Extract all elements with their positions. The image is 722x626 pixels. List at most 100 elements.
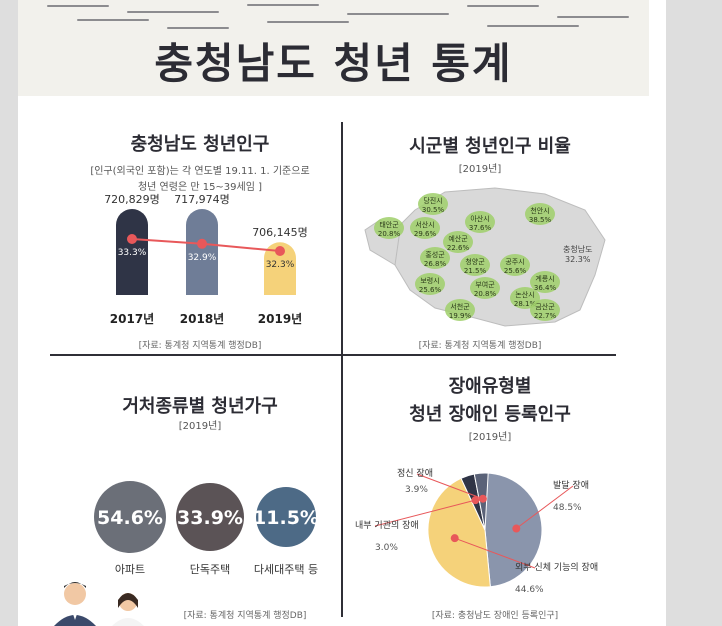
region-name: 논산시 <box>515 290 534 299</box>
region-value: 37.6% <box>469 224 492 232</box>
region-marker <box>445 299 475 321</box>
pie-leader-line <box>516 485 574 529</box>
region-marker <box>530 299 560 321</box>
population-note-line2: 청년 연령은 만 15~39세임 ] <box>137 182 263 193</box>
region-value: 28.1% <box>514 300 537 308</box>
ratio-label: 32.9% <box>188 253 217 263</box>
page-edge-left <box>0 0 18 626</box>
pie-label: 발달 장애 <box>553 479 589 491</box>
ratio-point <box>275 246 285 256</box>
pie-value: 3.0% <box>375 543 398 553</box>
region-value: 26.8% <box>424 260 447 268</box>
region-name: 천안시 <box>530 206 549 215</box>
bar-value-label: 717,974명 <box>174 193 230 206</box>
disability-title-line1: 장애유형별 <box>448 376 532 397</box>
housing-source: [자료: 통계청 지역통계 행정DB] <box>183 611 307 621</box>
region-value: 21.5% <box>464 267 487 275</box>
ratio-label: 32.3% <box>266 260 295 270</box>
region-name: 예산군 <box>448 234 468 243</box>
region-value: 20.8% <box>474 290 497 298</box>
housing-value: 33.9% <box>177 507 243 529</box>
pie-marker <box>471 496 480 505</box>
region-ratio-source: [자료: 통계청 지역통계 행정DB] <box>418 341 542 351</box>
pie-label: 정신 장애 <box>397 468 433 479</box>
region-marker <box>500 254 530 276</box>
region-marker <box>530 271 560 293</box>
housing-circle-2 <box>176 483 244 551</box>
region-ratio-year: [2019년] <box>458 164 502 175</box>
housing-value: 11.5% <box>253 507 319 529</box>
pie-label: 외부 신체 기능의 장애 <box>515 561 598 573</box>
bar-2 <box>186 209 218 295</box>
population-note-line1: [인구(외국인 포함)는 각 연도별 19.11. 1. 기준으로 <box>90 166 310 177</box>
page-edge-right <box>666 0 722 626</box>
region-name: 청양군 <box>465 258 485 266</box>
bar-base-2 <box>186 279 218 295</box>
pie-slice-2 <box>427 477 491 588</box>
region-value: 20.8% <box>378 230 401 238</box>
region-marker <box>418 193 448 215</box>
bar-base-1 <box>116 279 148 295</box>
quadrant-divider-horizontal <box>50 354 616 356</box>
region-value: 22.6% <box>447 244 470 252</box>
housing-value: 54.6% <box>97 507 163 529</box>
ratio-point <box>197 238 207 249</box>
pie-leader-line <box>454 537 536 569</box>
page-title: 충청남도 청년 통계 <box>154 39 513 88</box>
region-marker <box>420 247 450 269</box>
region-value: 19.9% <box>449 312 472 320</box>
region-marker <box>460 254 490 276</box>
region-name: 태안군 <box>379 220 399 229</box>
region-name: 금산군 <box>535 302 555 311</box>
bar-value-label: 720,829명 <box>104 193 160 206</box>
province-total-value: 32.3% <box>565 255 591 264</box>
ratio-point <box>127 234 137 244</box>
bar-1 <box>116 209 148 295</box>
housing-label: 다세대주택 등 <box>254 563 318 576</box>
disability-title-line2: 청년 장애인 등록인구 <box>409 404 571 425</box>
region-value: 36.4% <box>534 284 557 292</box>
region-value: 22.7% <box>534 312 557 320</box>
region-value: 29.6% <box>414 230 437 238</box>
housing-label: 단독주택 <box>190 563 230 576</box>
province-total-label: 충청남도 <box>563 245 592 254</box>
bar-base-3 <box>264 279 296 295</box>
bar-category-label: 2017년 <box>110 312 154 326</box>
bar-value-label: 706,145명 <box>252 226 308 239</box>
region-name: 계룡시 <box>535 274 554 283</box>
region-marker <box>510 287 540 309</box>
region-name: 공주시 <box>505 258 524 266</box>
quadrant-divider-vertical <box>341 122 343 617</box>
region-value: 25.6% <box>419 286 442 294</box>
region-name: 서천군 <box>450 302 470 311</box>
region-name: 서산시 <box>415 220 434 229</box>
region-name: 홍성군 <box>425 250 445 259</box>
title-banner: 충청남도 청년 통계 <box>18 0 649 96</box>
housing-circles: 54.6% 아파트 33.9% 단독주택 11.5% 다세대주택 등 <box>94 481 319 576</box>
region-name: 아산시 <box>470 214 489 223</box>
region-marker <box>374 217 404 239</box>
banner-brush-lines <box>47 4 629 29</box>
pie-value: 44.6% <box>515 585 544 595</box>
region-value: 38.5% <box>529 216 552 224</box>
population-title: 충청남도 청년인구 <box>130 134 270 155</box>
pie-label: 내부 기관의 장애 <box>355 520 419 531</box>
housing-circle-3 <box>256 487 316 547</box>
housing-label: 아파트 <box>115 563 145 576</box>
region-value: 25.6% <box>504 267 527 275</box>
pie-value: 48.5% <box>553 503 582 513</box>
bar-category-label: 2019년 <box>258 312 302 326</box>
housing-circle-1 <box>94 481 166 553</box>
population-source: [자료: 통계청 지역통계 행정DB] <box>138 341 262 351</box>
people-illustration <box>54 582 144 626</box>
region-name: 부여군 <box>475 280 495 289</box>
region-marker <box>415 273 445 295</box>
disability-pie-chart: 발달 장애 48.5% 외부 신체 기능의 장애 44.6% 내부 기관의 장애 3.0%… <box>355 468 598 595</box>
region-map: 당진시30.5%서산시29.6%태안군20.8%아산시37.6%천안시38.5%… <box>364 187 606 327</box>
ratio-label: 33.3% <box>118 248 147 258</box>
region-marker <box>410 217 440 239</box>
region-marker <box>470 277 500 299</box>
pie-leader-line <box>374 499 476 527</box>
population-bar-chart: 720,829명 2017년 717,974명 2018년 706,145명 2019년 3… <box>104 193 308 326</box>
disability-year: [2019년] <box>468 432 512 443</box>
